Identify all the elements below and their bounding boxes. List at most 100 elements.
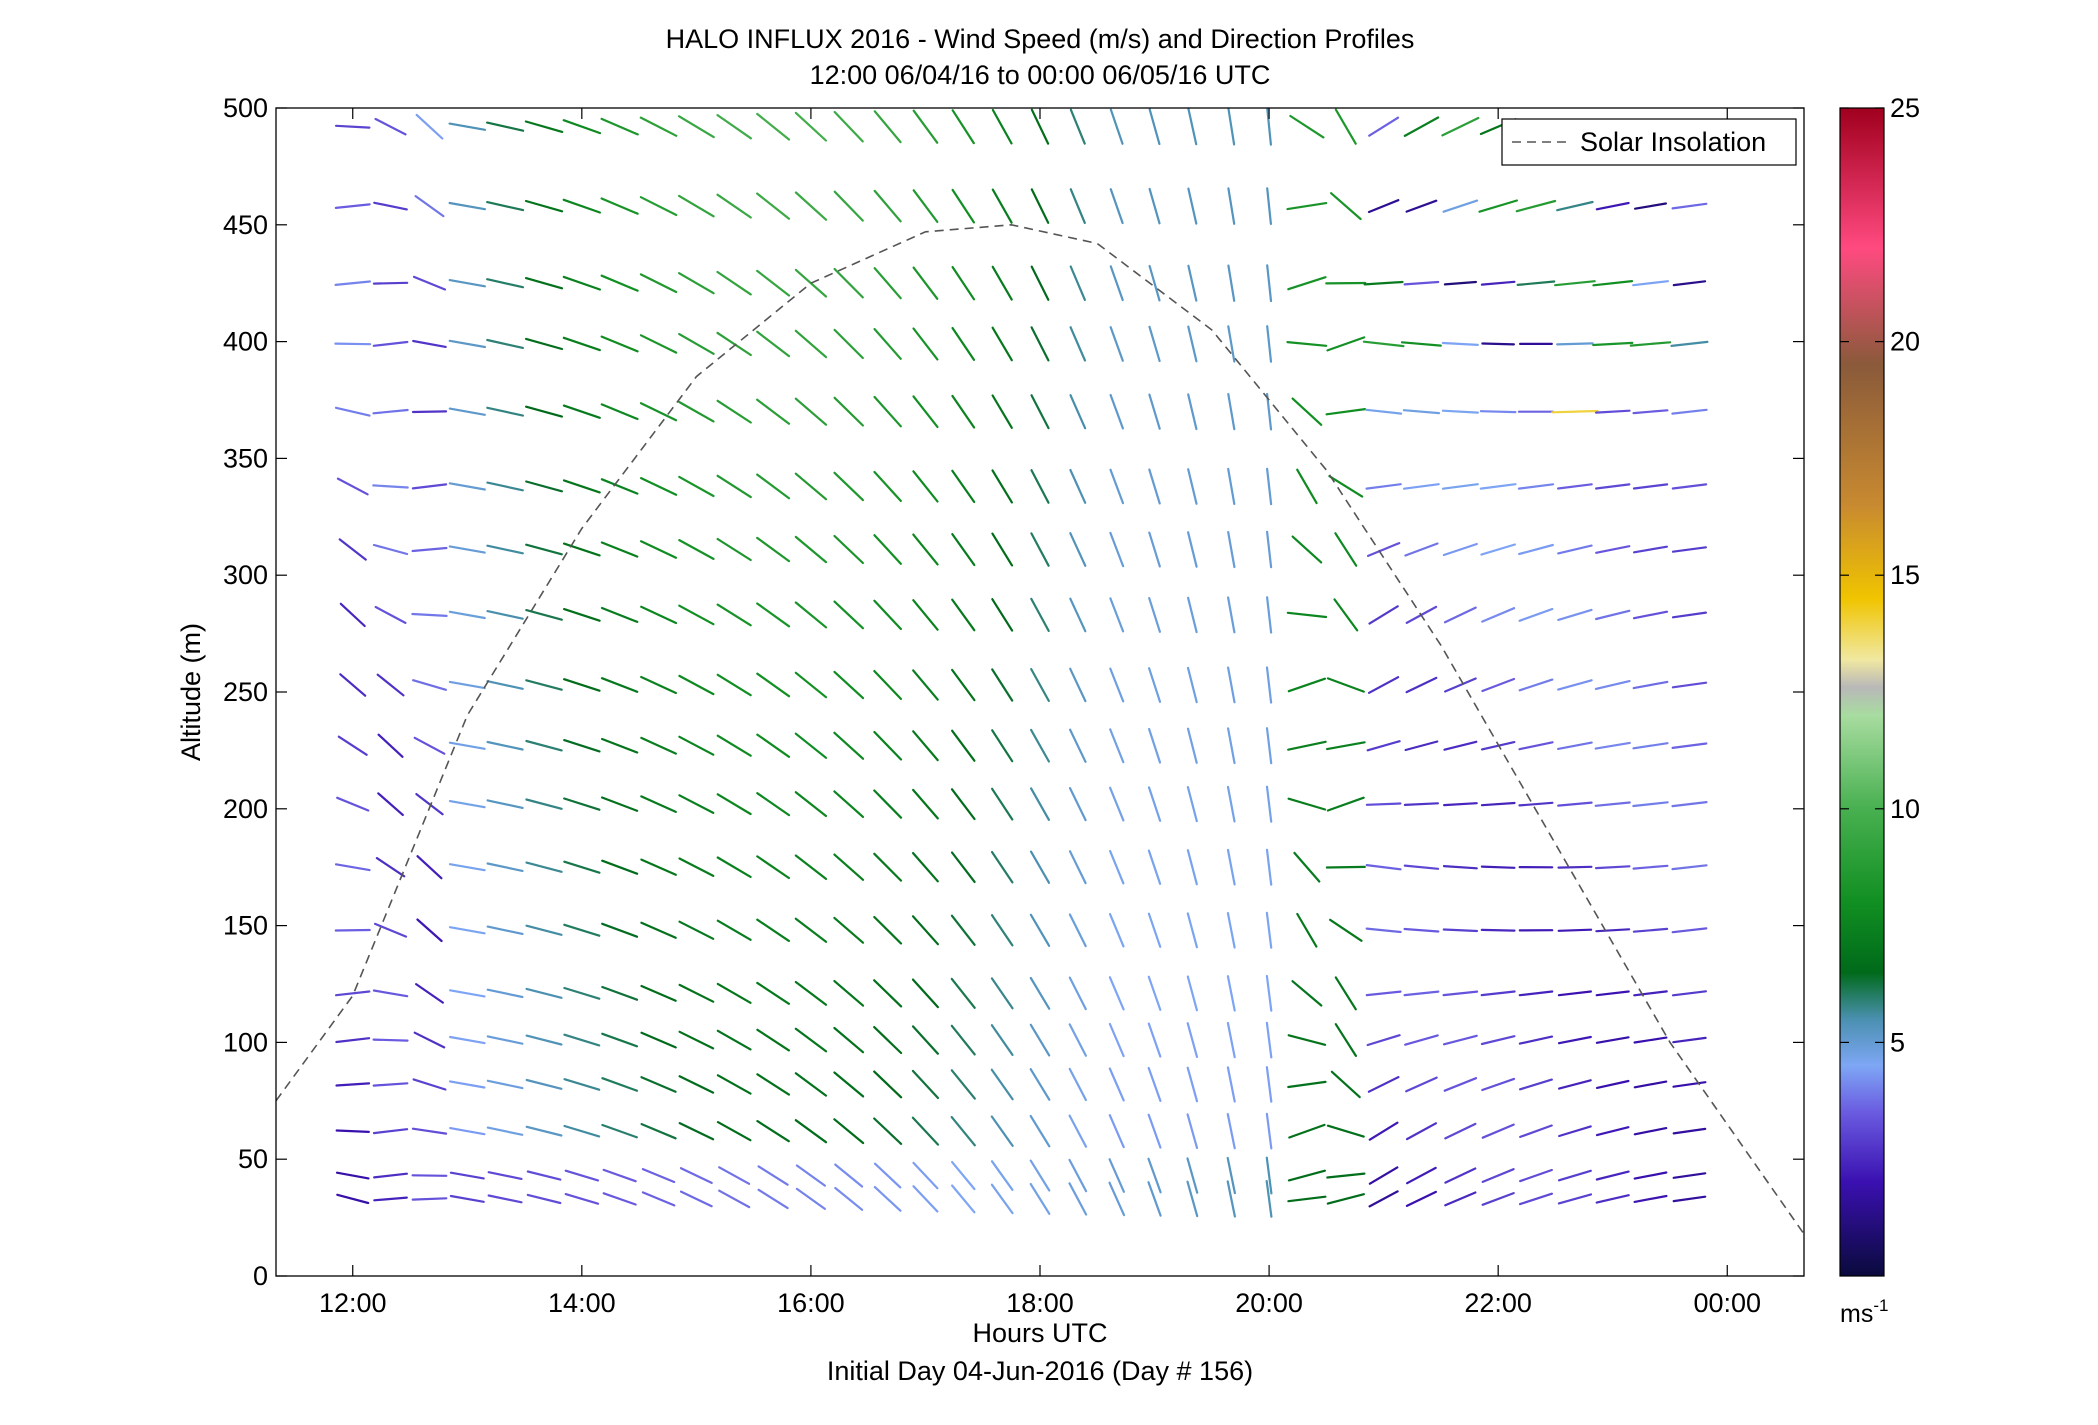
- wind-barb: [1265, 467, 1273, 506]
- wind-barb: [1227, 530, 1236, 569]
- wind-barb: [1367, 199, 1400, 214]
- wind-barb: [951, 326, 976, 361]
- wind-barb: [1186, 531, 1198, 568]
- wind-barb: [486, 740, 524, 751]
- wind-barb: [413, 1031, 446, 1049]
- wind-barb: [372, 484, 409, 489]
- wind-barb: [950, 914, 976, 946]
- wind-barb: [756, 918, 791, 943]
- wind-barb: [1068, 1158, 1088, 1193]
- wind-barb: [951, 266, 976, 301]
- wind-barb: [373, 201, 408, 211]
- wind-barb: [1187, 393, 1198, 431]
- wind-barb: [1226, 1021, 1236, 1059]
- wind-barb: [833, 110, 864, 143]
- wind-barb: [833, 1118, 865, 1145]
- wind-barb: [411, 612, 448, 618]
- wind-barb: [1148, 393, 1161, 430]
- wind-barb: [1068, 786, 1087, 822]
- wind-barb: [794, 1119, 828, 1144]
- wind-barb: [486, 925, 524, 936]
- wind-barb: [716, 982, 752, 1004]
- wind-barb: [1672, 1036, 1707, 1044]
- wind-barb: [991, 394, 1013, 429]
- wind-barb: [1109, 188, 1124, 225]
- wind-barb: [1265, 1112, 1273, 1150]
- wind-barb: [990, 1183, 1014, 1215]
- wind-barb: [1518, 741, 1554, 751]
- wind-barb: [679, 1190, 713, 1208]
- wind-barb: [1518, 1035, 1554, 1045]
- wind-barb: [414, 195, 445, 218]
- wind-barb: [562, 404, 601, 419]
- y-tick-label: 250: [223, 677, 268, 707]
- wind-barb: [1265, 596, 1273, 634]
- colorbar-unit-base: ms: [1840, 1300, 1873, 1328]
- wind-barb: [640, 736, 678, 755]
- wind-barb: [1108, 1181, 1126, 1217]
- wind-barb: [1518, 543, 1554, 556]
- wind-barb: [564, 1192, 600, 1205]
- wind-barb: [757, 1188, 789, 1210]
- wind-barb: [601, 859, 639, 875]
- wind-barb: [873, 979, 903, 1008]
- wind-barb: [991, 188, 1013, 224]
- wind-barb: [338, 538, 367, 561]
- wind-barb: [1672, 1195, 1707, 1203]
- wind-barb: [448, 279, 486, 288]
- wind-barb: [716, 734, 752, 757]
- wind-barb: [873, 1185, 902, 1212]
- wind-barb: [1325, 865, 1366, 869]
- wind-barb: [1029, 728, 1051, 763]
- wind-barb: [376, 673, 405, 697]
- wind-barb: [1226, 1112, 1236, 1150]
- wind-barb: [1148, 187, 1161, 225]
- wind-barb: [525, 480, 564, 493]
- wind-barb: [525, 1125, 563, 1137]
- wind-barb: [1672, 1127, 1707, 1135]
- wind-barb: [448, 407, 486, 416]
- wind-barb: [562, 542, 601, 557]
- wind-barb: [991, 598, 1014, 632]
- wind-barb: [639, 116, 678, 137]
- wind-barb: [641, 1167, 676, 1184]
- wind-barb: [833, 1071, 865, 1098]
- wind-barb: [1366, 541, 1401, 558]
- wind-barb: [833, 853, 865, 881]
- wind-barb: [1670, 340, 1709, 347]
- wind-barb: [677, 194, 715, 218]
- wind-barb: [1147, 727, 1162, 764]
- wind-barb: [794, 535, 828, 564]
- wind-barb: [600, 737, 639, 754]
- wind-barb: [1029, 913, 1051, 947]
- wind-barb: [1186, 912, 1199, 949]
- wind-barb: [1553, 280, 1596, 287]
- wind-barb: [1286, 202, 1328, 211]
- wind-barb: [911, 788, 939, 820]
- wind-barb: [1558, 1125, 1592, 1138]
- colorbar-gradient: [1839, 107, 1885, 1277]
- wind-barb: [601, 1032, 639, 1048]
- wind-barb: [833, 267, 864, 299]
- wind-barb: [562, 119, 602, 135]
- wind-barb: [833, 190, 864, 222]
- wind-barb: [756, 981, 791, 1005]
- wind-barb: [833, 396, 865, 427]
- wind-barb: [873, 1162, 902, 1189]
- wind-barb: [1444, 1167, 1477, 1184]
- wind-barb: [1557, 801, 1593, 807]
- wind-barb: [1288, 1123, 1326, 1139]
- wind-barb: [1368, 1166, 1399, 1185]
- wind-barb: [873, 328, 902, 360]
- wind-barb: [639, 477, 678, 496]
- wind-barb: [991, 469, 1014, 504]
- wind-barb: [678, 857, 715, 878]
- wind-barb: [372, 408, 409, 415]
- wind-barb: [1068, 913, 1087, 948]
- wind-barb: [1442, 864, 1478, 870]
- wind-barb: [1557, 865, 1593, 869]
- wind-barb: [1148, 325, 1161, 363]
- wind-barb: [1595, 1194, 1630, 1204]
- wind-barb: [374, 117, 407, 136]
- wind-barb: [678, 674, 715, 696]
